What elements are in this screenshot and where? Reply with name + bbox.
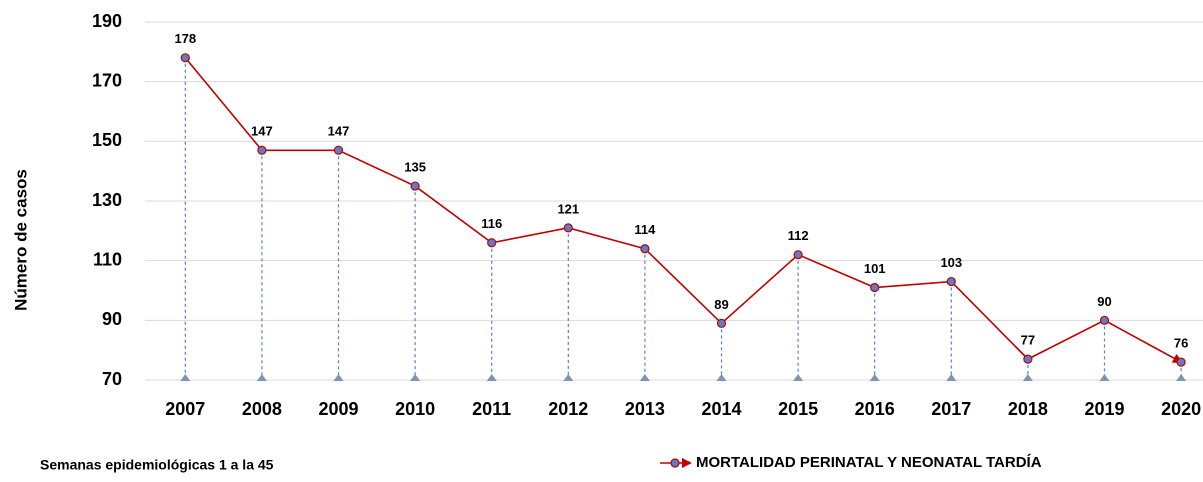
x-tick-label: 2018 xyxy=(1008,399,1048,419)
data-label: 90 xyxy=(1097,294,1111,309)
point xyxy=(180,53,190,63)
base-marker xyxy=(333,374,344,381)
x-tick-label: 2017 xyxy=(931,399,971,419)
x-tick-label: 2009 xyxy=(318,399,358,419)
point xyxy=(1176,357,1186,367)
x-tick-label: 2011 xyxy=(472,399,511,419)
x-tick-label: 2019 xyxy=(1084,399,1124,419)
point xyxy=(793,250,803,260)
base-marker xyxy=(1099,374,1110,381)
base-marker xyxy=(410,374,421,381)
point xyxy=(1023,354,1033,364)
point xyxy=(333,145,344,155)
x-tick-label: 2012 xyxy=(548,399,588,419)
point xyxy=(870,282,880,293)
data-label: 77 xyxy=(1021,333,1035,348)
base-marker xyxy=(716,374,727,381)
base-marker xyxy=(946,374,957,381)
data-label: 116 xyxy=(481,216,502,231)
base-marker xyxy=(563,374,574,381)
y-tick-label: 90 xyxy=(102,309,122,329)
data-label: 112 xyxy=(788,228,809,243)
data-label: 76 xyxy=(1174,336,1188,351)
x-tick-label: 2015 xyxy=(778,399,818,419)
point xyxy=(563,223,573,233)
x-tick-label: 2007 xyxy=(165,399,205,419)
point xyxy=(716,318,727,328)
x-tick-label: 2008 xyxy=(242,399,282,419)
data-label: 103 xyxy=(940,255,962,270)
y-tick-label: 190 xyxy=(92,11,122,31)
y-axis-label: Número de casos xyxy=(11,169,30,311)
base-marker xyxy=(1176,374,1187,381)
y-tick-label: 170 xyxy=(92,70,122,90)
legend-marker xyxy=(670,458,680,468)
data-label: 178 xyxy=(174,31,196,46)
y-tick-label: 150 xyxy=(92,130,122,150)
point xyxy=(487,238,497,248)
y-tick-label: 70 xyxy=(102,369,122,389)
data-label: 121 xyxy=(557,201,579,216)
legend-label: MORTALIDAD PERINATAL Y NEONATAL TARDÍA xyxy=(696,454,1042,471)
x-tick-label: 2016 xyxy=(855,399,895,419)
point xyxy=(257,145,267,155)
x-tick-label: 2020 xyxy=(1161,399,1201,419)
base-marker xyxy=(180,374,191,381)
series-line xyxy=(184,57,1183,364)
base-marker xyxy=(256,374,267,381)
data-label: 101 xyxy=(864,261,886,276)
point xyxy=(946,276,956,287)
point xyxy=(640,244,650,254)
footnote: Semanas epidemiológicas 1 a la 45 xyxy=(40,457,274,473)
base-marker xyxy=(869,374,880,381)
x-tick-label: 2013 xyxy=(625,399,665,419)
data-label: 147 xyxy=(251,124,273,139)
data-label: 89 xyxy=(714,297,728,312)
base-marker xyxy=(639,374,650,381)
x-tick-label: 2010 xyxy=(395,399,435,419)
base-marker xyxy=(486,374,497,381)
y-tick-label: 110 xyxy=(93,249,122,269)
point xyxy=(1099,315,1110,325)
x-tick-label: 2014 xyxy=(701,399,741,419)
data-label: 114 xyxy=(634,222,656,237)
data-label: 147 xyxy=(328,124,350,139)
y-tick-label: 130 xyxy=(92,190,122,210)
base-marker xyxy=(1022,374,1033,381)
base-marker xyxy=(793,374,804,381)
point xyxy=(410,181,420,191)
data-label: 135 xyxy=(404,160,426,175)
